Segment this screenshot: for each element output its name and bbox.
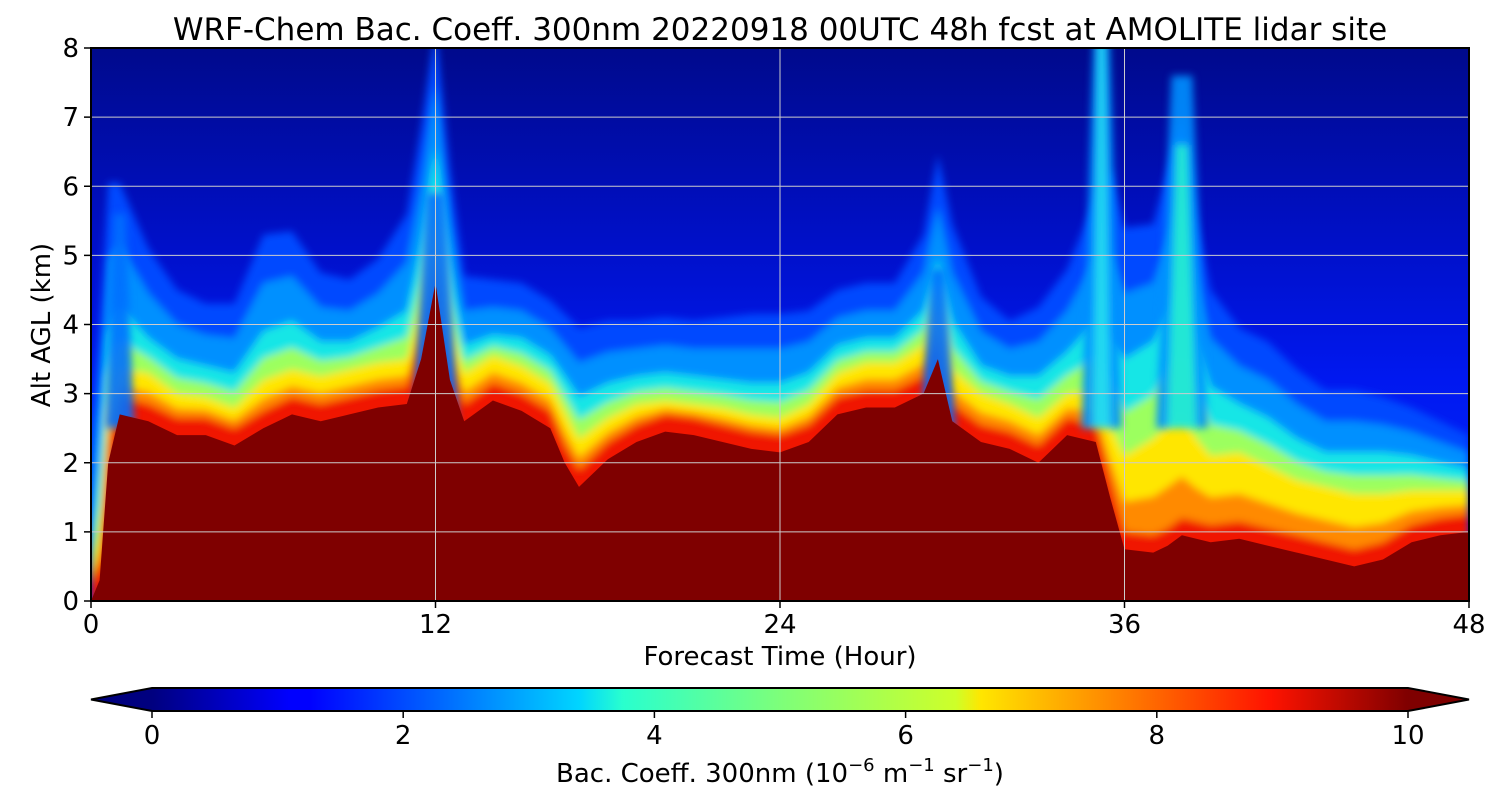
- y-tick-label-5: 5: [62, 241, 79, 271]
- colorbar-tick-label-2: 2: [395, 721, 412, 751]
- chart-title: WRF-Chem Bac. Coeff. 300nm 20220918 00UT…: [173, 12, 1387, 48]
- y-axis-label: Alt AGL (km): [27, 243, 57, 407]
- colorbar-label-mid: m: [875, 759, 909, 789]
- y-tick-label-4: 4: [62, 311, 79, 341]
- plume-column-38h-inner: [1167, 144, 1197, 429]
- colorbar-label-exp3: −1: [967, 755, 994, 776]
- y-tick-label-8: 8: [62, 34, 79, 64]
- x-axis-ticks: 0 12 24 36 48: [83, 601, 1486, 640]
- colorbar-extend-high: [1408, 688, 1469, 711]
- y-tick-label-3: 3: [62, 380, 79, 410]
- colorbar-label-exp2: −1: [908, 755, 935, 776]
- x-tick-label-24: 24: [763, 610, 796, 640]
- x-tick-label-48: 48: [1452, 610, 1485, 640]
- y-tick-label-0: 0: [62, 587, 79, 617]
- colorbar-gradient: [152, 688, 1408, 711]
- colorbar-tick-label-0: 0: [144, 721, 161, 751]
- colorbar-label-main: Bac. Coeff. 300nm (10: [556, 759, 848, 789]
- y-tick-label-1: 1: [62, 518, 79, 548]
- colorbar-tick-label-4: 4: [646, 721, 663, 751]
- x-tick-label-12: 12: [419, 610, 452, 640]
- y-tick-label-2: 2: [62, 449, 79, 479]
- colorbar-tick-label-6: 6: [897, 721, 914, 751]
- x-axis-label: Forecast Time (Hour): [643, 642, 916, 672]
- y-tick-label-6: 6: [62, 172, 79, 202]
- colorbar-extend-low: [91, 688, 152, 711]
- colorbar-label-mid2: sr: [935, 759, 968, 789]
- colorbar-ticks: 0 2 4 6 8 10: [144, 711, 1425, 751]
- plume-column-1h: [105, 213, 135, 429]
- colorbar-tick-label-10: 10: [1391, 721, 1424, 751]
- plume-column-35h-inner: [1092, 48, 1111, 429]
- y-tick-label-7: 7: [62, 103, 79, 133]
- colorbar: 0 2 4 6 8 10 Bac. Coeff. 300nm (10−6 m−1 sr−1…: [90, 687, 1470, 789]
- x-tick-label-36: 36: [1108, 610, 1141, 640]
- y-axis-ticks: 0 1 2 3 4 5 6 7 8: [62, 34, 91, 617]
- colorbar-label: Bac. Coeff. 300nm (10−6 m−1 sr−1): [556, 755, 1004, 789]
- gridlines: [91, 48, 1469, 601]
- plume-columns: [105, 48, 1208, 429]
- colorbar-label-exp1: −6: [848, 755, 875, 776]
- colorbar-label-end: ): [994, 759, 1004, 789]
- x-tick-label-0: 0: [83, 610, 100, 640]
- colorbar-tick-label-8: 8: [1149, 721, 1166, 751]
